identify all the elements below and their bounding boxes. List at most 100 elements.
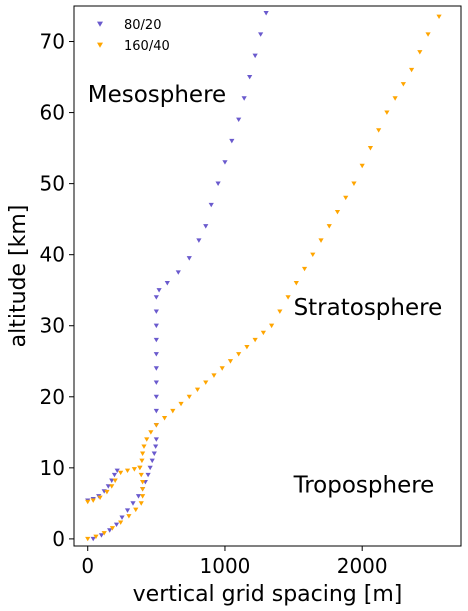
series-0-point-49: [263, 11, 269, 16]
series-1-point-30: [277, 309, 283, 314]
series-0-point-5: [109, 478, 115, 483]
series-0-point-33: [153, 295, 159, 300]
data-points: [85, 11, 442, 542]
series-0-point-12: [119, 515, 125, 520]
series-1-point-38: [343, 195, 349, 201]
series-1-point-56: [133, 507, 139, 513]
series-0-point-40: [208, 202, 214, 208]
legend-marker-1: [97, 42, 103, 48]
series-1-point-42: [376, 128, 382, 133]
y-tick-label-0: 0: [52, 527, 65, 551]
series-0-point-13: [124, 508, 131, 513]
series-1-point-17: [170, 408, 176, 414]
series-1-point-13: [144, 437, 150, 442]
series-1-point-40: [359, 163, 365, 169]
y-tick-label-7: 70: [40, 30, 65, 54]
annotation-mesosphere: Mesosphere: [88, 82, 226, 108]
y-tick-label-5: 50: [40, 172, 65, 196]
series-0-point-30: [153, 337, 159, 343]
series-1-point-18: [178, 401, 184, 407]
series-1-point-39: [351, 181, 357, 186]
y-axis-label: altitude [km]: [6, 205, 31, 348]
series-1-point-46: [408, 67, 415, 73]
series-1-point-23: [219, 366, 225, 371]
series-0-point-8: [90, 536, 96, 542]
series-0-point-44: [236, 117, 242, 123]
y-tick-label-4: 40: [40, 243, 65, 267]
legend: 80/20 160/40: [97, 18, 170, 54]
legend-marker-0: [97, 21, 103, 27]
series-0-point-45: [241, 96, 247, 101]
series-1-point-35: [318, 238, 324, 243]
series-1-point-32: [293, 281, 299, 286]
series-1-point-2: [97, 495, 103, 501]
series-0-point-47: [252, 53, 258, 59]
series-0-point-23: [153, 437, 159, 442]
x-axis-label: vertical grid spacing [m]: [133, 582, 403, 607]
series-0-point-19: [147, 465, 153, 471]
series-1-point-33: [301, 266, 308, 272]
series-1-point-61: [138, 472, 144, 478]
series-1-point-3: [104, 489, 110, 495]
legend-label-0: 80/20: [124, 18, 161, 33]
series-1-point-22: [211, 373, 217, 378]
series-0-point-34: [156, 288, 162, 293]
series-0-point-26: [153, 394, 159, 400]
series-1-point-12: [141, 444, 147, 449]
series-1-point-60: [140, 479, 146, 485]
series-0-point-36: [175, 270, 181, 275]
series-0-point-21: [151, 451, 157, 456]
plot-frame: [73, 5, 462, 547]
series-1-point-47: [417, 50, 423, 55]
region-annotations: Mesosphere Stratosphere Troposphere: [88, 82, 443, 499]
ticks: 0 1000 2000 0 10 20 30 40 50 60 70: [40, 30, 388, 578]
series-1-point-57: [138, 501, 144, 506]
series-0-point-43: [229, 138, 235, 144]
series-1-point-20: [194, 387, 201, 393]
series-1-point-14: [148, 430, 154, 435]
series-1-point-0: [85, 499, 91, 505]
series-1-point-37: [334, 209, 341, 215]
series-0-point-29: [153, 352, 159, 357]
series-1-point-36: [326, 224, 332, 229]
series-1-point-45: [400, 82, 406, 87]
axes: [73, 5, 462, 547]
series-0-point-28: [153, 366, 159, 371]
series-1-point-28: [260, 330, 266, 336]
annotation-stratosphere: Stratosphere: [294, 295, 443, 321]
series-0-point-7: [114, 468, 120, 474]
series-0-point-35: [164, 281, 170, 286]
series-0-point-39: [203, 224, 209, 229]
series-1-point-50: [85, 536, 91, 542]
y-tick-label-3: 30: [40, 314, 65, 338]
series-0-point-22: [153, 444, 159, 449]
series-1-point-52: [101, 531, 107, 536]
series-0-point-48: [258, 32, 264, 37]
legend-label-1: 160/40: [124, 39, 170, 54]
series-1-point-59: [140, 487, 146, 492]
y-tick-label-1: 10: [40, 456, 65, 480]
series-0-point-41: [215, 181, 221, 186]
series-1-point-16: [161, 416, 168, 421]
series-1-point-43: [384, 110, 390, 115]
series-1-point-4: [109, 484, 115, 489]
series-0-point-15: [135, 494, 142, 499]
series-1-point-15: [153, 423, 159, 428]
series-1-point-6: [118, 470, 124, 476]
series-1-point-48: [425, 32, 431, 37]
series-0-point-46: [247, 74, 253, 80]
series-0-point-14: [130, 501, 136, 506]
series-1-point-62: [137, 465, 143, 471]
series-1-point-24: [227, 359, 234, 364]
y-tick-label-6: 60: [40, 101, 65, 125]
series-1-point-10: [139, 458, 145, 464]
series-0-point-31: [153, 323, 159, 329]
x-tick-label-0: 0: [81, 554, 94, 578]
series-1-point-25: [236, 352, 242, 357]
series-0-point-4: [105, 484, 111, 489]
series-0-point-9: [98, 533, 105, 538]
series-1-point-29: [269, 323, 275, 329]
series-0-point-11: [113, 522, 120, 528]
